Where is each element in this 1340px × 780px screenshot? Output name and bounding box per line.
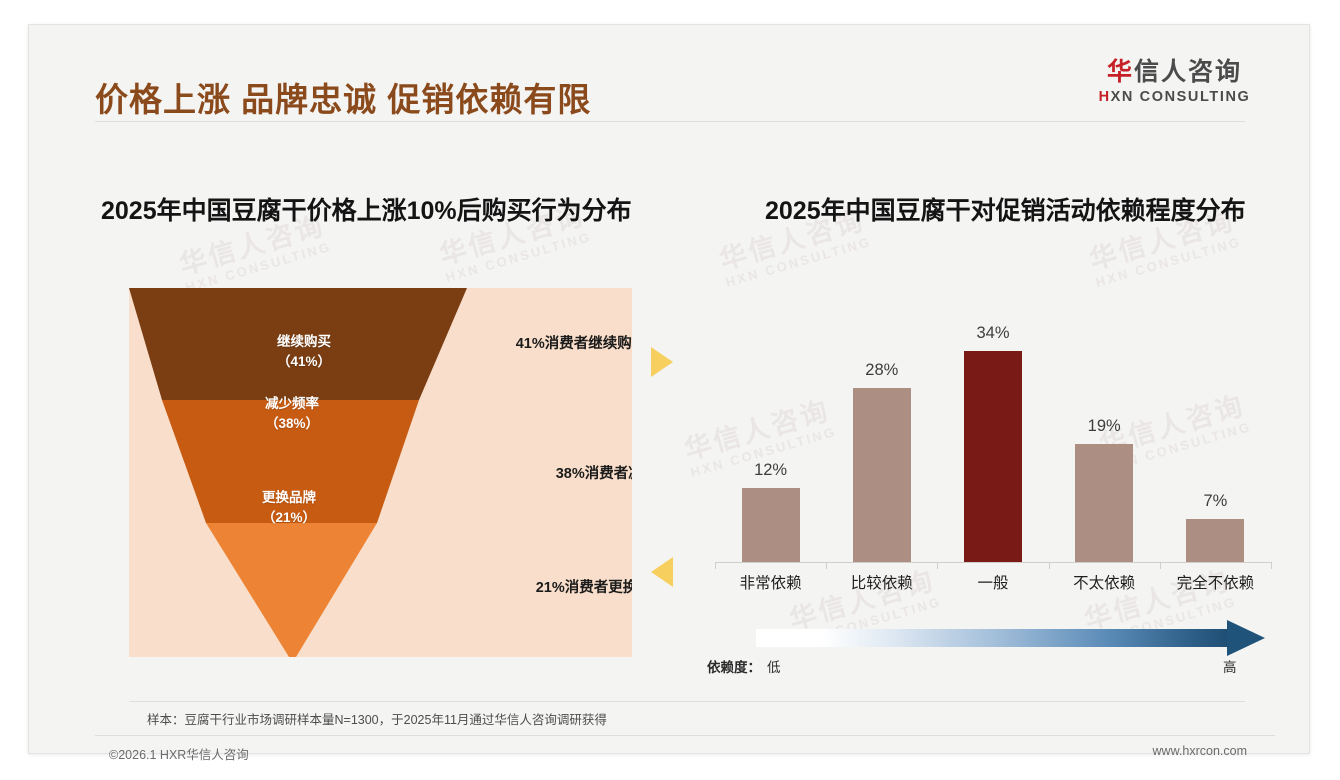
funnel-note-switch: 21%消费者更换品牌 <box>535 580 632 596</box>
bar-chart-plot: 12% 28% 34% 19% 7% <box>715 313 1271 563</box>
axis-tick <box>937 562 939 569</box>
slide-card: 华信人咨询 HXN CONSULTING 华信人咨询 HXN CONSULTIN… <box>28 24 1310 762</box>
bar-value-label: 12% <box>754 461 788 479</box>
funnel-seg-value: （41%） <box>276 353 332 369</box>
bar-value-label: 19% <box>1087 417 1121 436</box>
bar-column[interactable]: 28% <box>826 313 937 563</box>
bar-category-label: 不太依赖 <box>1073 575 1136 592</box>
funnel-chart: 继续购买 （41%） 减少频率 （38%） 更换品牌 （21%） 41%消费者继续购买… <box>129 288 632 657</box>
funnel-label-continue: 继续购买 （41%） <box>244 332 364 371</box>
bar-chart-axis <box>715 562 1271 563</box>
bar-不太依赖[interactable] <box>1075 444 1134 563</box>
bar-比较依赖[interactable] <box>852 388 911 563</box>
funnel-note-continue: 41%消费者继续购买 <box>515 336 632 352</box>
funnel-segment-switch <box>206 523 377 657</box>
logo-chinese-text: 华信人咨询 <box>1082 59 1267 86</box>
gradient-bar <box>756 629 1229 647</box>
axis-tick <box>826 562 828 569</box>
footer-divider <box>95 735 1275 736</box>
funnel-seg-name: 减少频率 <box>265 396 319 411</box>
bar-category-label: 比较依赖 <box>850 575 913 592</box>
triangle-left-icon <box>651 557 673 587</box>
bar-value-label: 7% <box>1203 492 1228 511</box>
dependency-gradient-legend <box>756 620 1266 656</box>
axis-tick <box>715 562 716 569</box>
gradient-arrow-head-icon <box>1227 620 1265 656</box>
company-logo: 华信人咨询 HXN CONSULTING <box>1082 59 1267 106</box>
triangle-right-icon <box>651 347 673 377</box>
header-divider <box>95 121 1245 122</box>
bar-一般[interactable] <box>963 350 1022 563</box>
logo-en-rest: XN CONSULTING <box>1110 89 1251 105</box>
funnel-seg-value: （38%） <box>264 415 320 431</box>
watermark-en: HXN CONSULTING <box>1093 233 1244 291</box>
logo-cn-rest: 信人咨询 <box>1134 58 1243 86</box>
gradient-legend-label: 依赖度： <box>707 660 761 675</box>
funnel-label-switch: 更换品牌 （21%） <box>229 488 349 527</box>
bar-column[interactable]: 19% <box>1049 313 1160 563</box>
funnel-segment-continue <box>129 288 467 400</box>
funnel-seg-value: （21%） <box>261 509 317 525</box>
funnel-label-reduce: 减少频率 （38%） <box>232 394 352 433</box>
axis-tick <box>1048 562 1050 569</box>
axis-tick <box>1159 562 1161 569</box>
source-divider <box>129 701 1245 702</box>
footer-website[interactable]: www.hxrcon.com <box>1152 744 1247 758</box>
bar-category-label: 完全不依赖 <box>1176 575 1255 592</box>
watermark-en: HXN CONSULTING <box>723 233 874 291</box>
source-note: 样本：豆腐干行业市场调研样本量N=1300，于2025年11月通过华信人咨询调研… <box>147 713 607 727</box>
left-chart-title: 2025年中国豆腐干价格上涨10%后购买行为分布 <box>101 197 632 225</box>
funnel-shape <box>129 288 467 657</box>
funnel-seg-name: 更换品牌 <box>262 490 316 505</box>
footer-copyright: ©2026.1 HXR华信人咨询 <box>109 748 249 762</box>
axis-tick <box>1271 562 1272 569</box>
logo-en-red: H <box>1098 89 1111 105</box>
bar-value-label: 34% <box>976 323 1010 342</box>
bar-value-label: 28% <box>865 361 899 379</box>
bar-column[interactable]: 34% <box>937 313 1048 563</box>
funnel-note-reduce: 38%消费者减少频率 <box>555 466 632 482</box>
gradient-legend-high: 高 <box>1223 660 1237 675</box>
bar-完全不依赖[interactable] <box>1186 519 1245 563</box>
funnel-seg-name: 继续购买 <box>277 334 331 349</box>
bar-column[interactable]: 12% <box>715 313 826 563</box>
bar-非常依赖[interactable] <box>741 488 800 563</box>
gradient-legend-low: 低 <box>767 660 781 675</box>
page-title: 价格上涨 品牌忠诚 促销依赖有限 <box>95 81 592 118</box>
logo-cn-red: 华 <box>1106 58 1134 86</box>
logo-english-text: HXN CONSULTING <box>1082 89 1267 105</box>
right-chart-title: 2025年中国豆腐干对促销活动依赖程度分布 <box>765 197 1246 225</box>
bar-column[interactable]: 7% <box>1160 313 1271 563</box>
funnel-segment-reduce <box>162 400 419 523</box>
watermark-en: HXN CONSULTING <box>443 228 594 286</box>
bar-category-label: 非常依赖 <box>739 575 802 592</box>
bar-category-label: 一般 <box>977 575 1009 592</box>
